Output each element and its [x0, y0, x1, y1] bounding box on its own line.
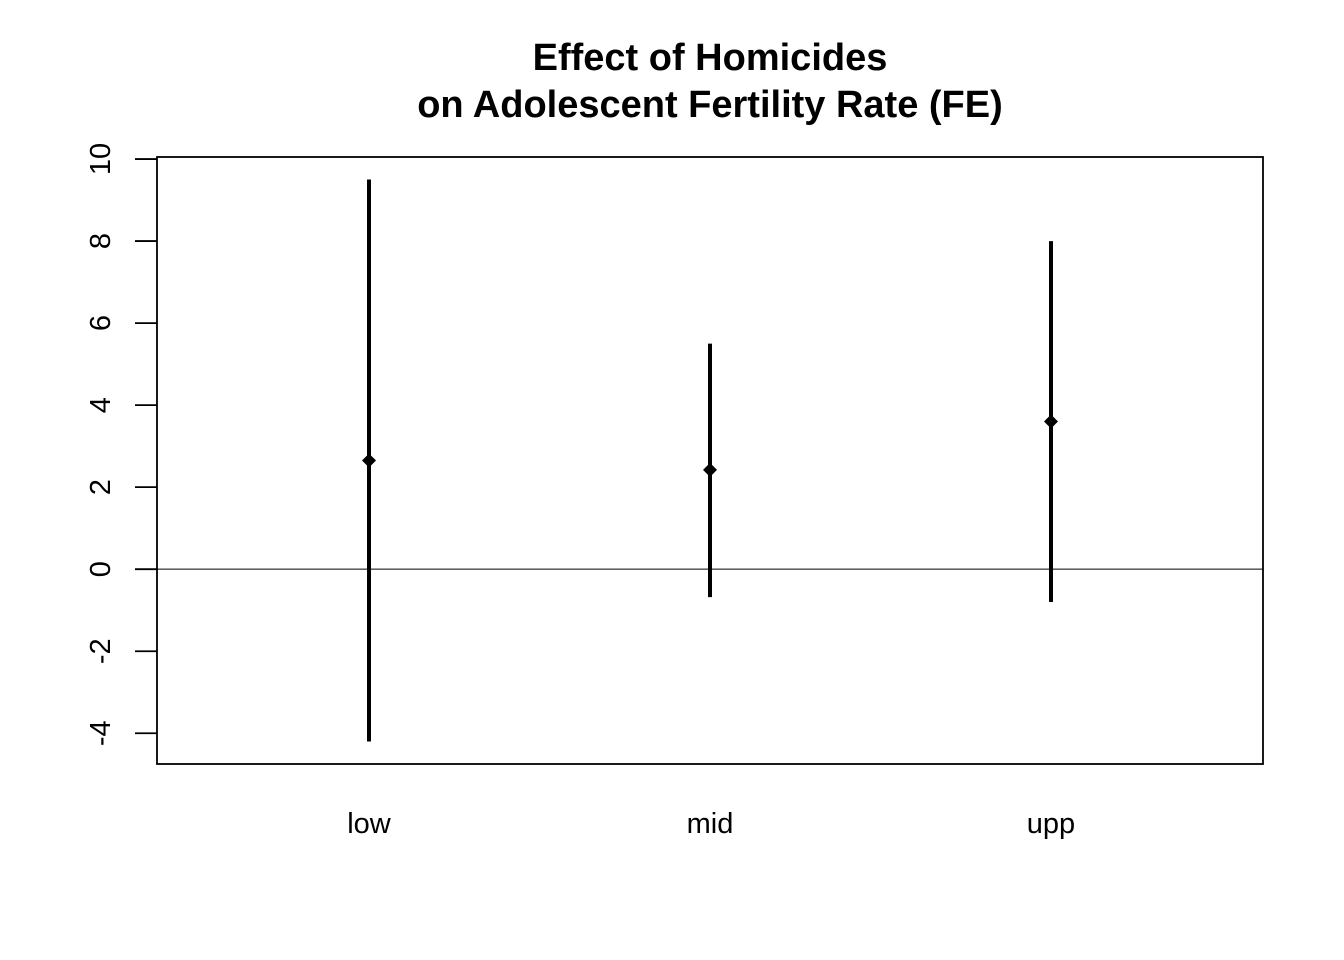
point-estimate-low: [362, 453, 376, 468]
y-tick-label: -4: [85, 720, 117, 746]
y-tick-label: -2: [85, 638, 117, 664]
chart-title-line-2: on Adolescent Fertility Rate (FE): [417, 84, 1003, 126]
y-tick-label: 6: [85, 315, 117, 331]
x-category-label-low: low: [347, 808, 392, 840]
y-tick-label: 2: [85, 479, 117, 495]
plot-frame: [156, 156, 1264, 765]
y-tick-label: 0: [85, 561, 117, 577]
y-tick-label: 4: [85, 397, 117, 413]
x-category-label-upp: upp: [1027, 808, 1075, 840]
chart-title-line-1: Effect of Homicides: [533, 37, 888, 79]
y-tick-label: 10: [85, 143, 117, 175]
y-tick-label: 8: [85, 233, 117, 249]
plot-area: -4 -2 0 2 4 6 8 10 low mid upp: [85, 143, 1264, 840]
point-estimate-mid: [703, 462, 717, 477]
x-category-label-mid: mid: [687, 808, 734, 840]
point-estimate-upp: [1044, 414, 1058, 429]
